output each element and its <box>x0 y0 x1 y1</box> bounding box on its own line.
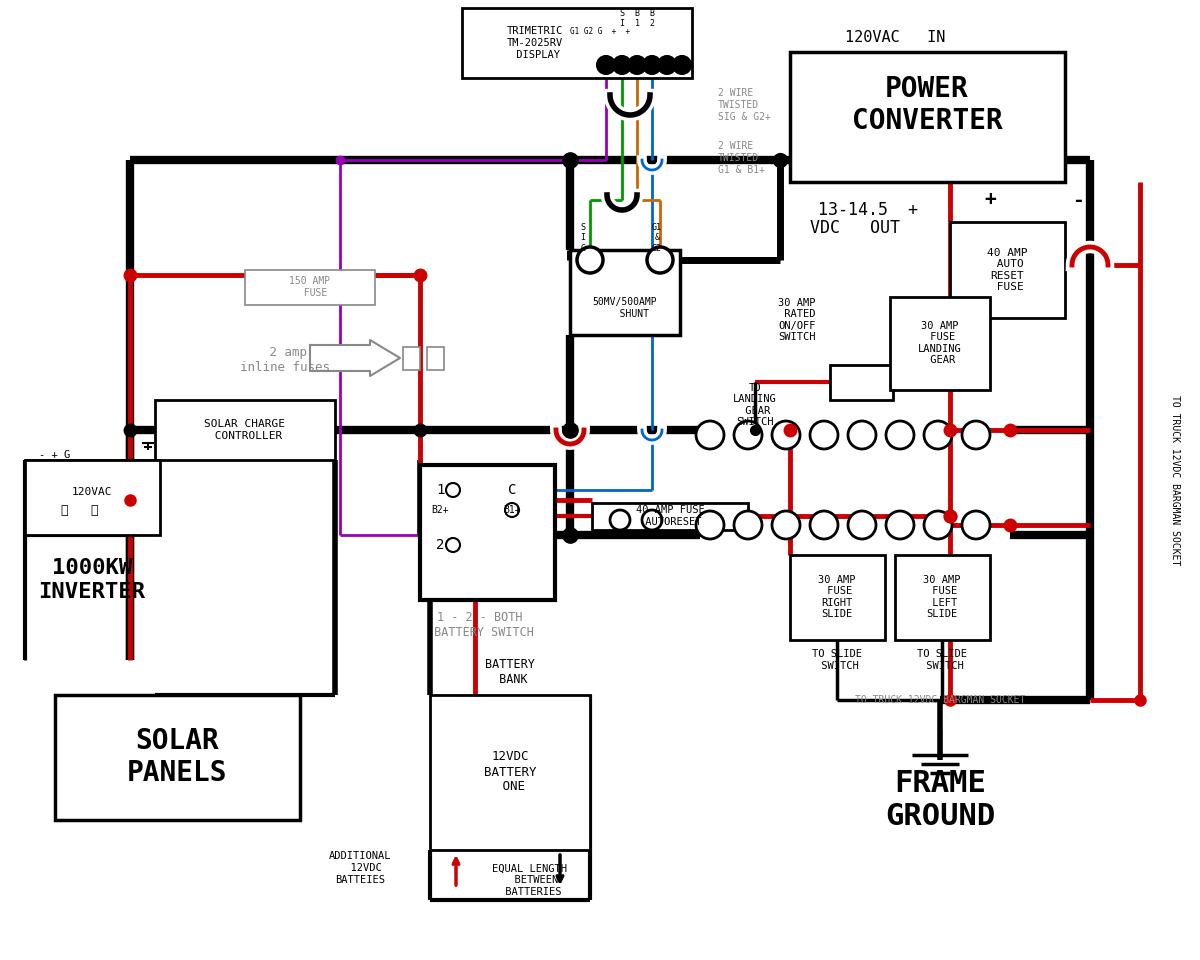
Bar <box>245 270 374 305</box>
Text: B2+: B2+ <box>431 505 449 515</box>
Polygon shape <box>310 340 400 376</box>
Bar <box>427 347 444 370</box>
Circle shape <box>610 510 630 530</box>
Bar <box>420 465 554 600</box>
Circle shape <box>810 511 838 539</box>
Text: G1
&
G2: G1 & G2 <box>652 223 662 252</box>
Bar <box>890 297 990 390</box>
Text: SOLAR
PANELS: SOLAR PANELS <box>127 727 227 787</box>
Circle shape <box>577 247 604 273</box>
Text: 50MV/500AMP
   SHUNT: 50MV/500AMP SHUNT <box>593 298 658 319</box>
Text: 1000KW
INVERTER: 1000KW INVERTER <box>38 559 145 602</box>
Text: VDC   OUT: VDC OUT <box>810 219 900 237</box>
Bar <box>790 555 886 640</box>
Bar <box>430 695 590 850</box>
Text: B1+: B1+ <box>503 505 521 515</box>
Text: 2 amp
inline fuses: 2 amp inline fuses <box>240 346 330 374</box>
Text: 1 - 2 - BOTH
 BATTERY SWITCH: 1 - 2 - BOTH BATTERY SWITCH <box>426 611 534 639</box>
Circle shape <box>505 503 520 517</box>
Circle shape <box>772 421 800 449</box>
Text: S
I
G: S I G <box>581 223 586 252</box>
Bar <box>950 222 1066 318</box>
Circle shape <box>696 421 724 449</box>
Text: 30 AMP
 FUSE
RIGHT
SLIDE: 30 AMP FUSE RIGHT SLIDE <box>818 575 856 619</box>
Text: 150 AMP
  FUSE: 150 AMP FUSE <box>289 276 330 298</box>
Circle shape <box>772 511 800 539</box>
Circle shape <box>924 421 952 449</box>
Text: ⬡   ⬡: ⬡ ⬡ <box>61 503 98 516</box>
Text: 30 AMP
 RATED
ON/OFF
SWITCH: 30 AMP RATED ON/OFF SWITCH <box>778 298 816 343</box>
Text: 12VDC
BATTERY
 ONE: 12VDC BATTERY ONE <box>484 751 536 794</box>
Text: POWER
CONVERTER: POWER CONVERTER <box>852 75 1002 135</box>
Text: FRAME
GROUND: FRAME GROUND <box>884 769 995 831</box>
Circle shape <box>848 511 876 539</box>
Circle shape <box>628 56 646 74</box>
Bar <box>895 555 990 640</box>
Text: TO
LANDING
 GEAR
SWITCH: TO LANDING GEAR SWITCH <box>733 383 776 427</box>
Text: 120VAC   IN: 120VAC IN <box>845 31 946 45</box>
Text: TO TRUCK 12VDC BARGMAN SOCKET: TO TRUCK 12VDC BARGMAN SOCKET <box>854 695 1025 705</box>
Circle shape <box>924 511 952 539</box>
Circle shape <box>734 511 762 539</box>
Text: 2 WIRE
TWISTED
SIG & G2+: 2 WIRE TWISTED SIG & G2+ <box>718 88 770 122</box>
Circle shape <box>810 421 838 449</box>
Circle shape <box>598 56 616 74</box>
Text: -: - <box>1072 190 1084 209</box>
Circle shape <box>446 538 460 552</box>
Circle shape <box>962 421 990 449</box>
Text: 120VAC: 120VAC <box>72 487 113 497</box>
Bar <box>592 503 748 530</box>
Bar <box>25 460 160 535</box>
Text: 2: 2 <box>436 538 444 552</box>
Text: G1 G2 G  +  +: G1 G2 G + + <box>570 28 630 36</box>
Circle shape <box>446 483 460 497</box>
Text: ADDITIONAL
  12VDC
BATTEIES: ADDITIONAL 12VDC BATTEIES <box>329 852 391 884</box>
Bar <box>830 365 893 400</box>
Text: 30 AMP
 FUSE
LANDING
 GEAR: 30 AMP FUSE LANDING GEAR <box>918 321 962 366</box>
Bar <box>570 250 680 335</box>
Circle shape <box>962 511 990 539</box>
Text: 2 WIRE
TWISTED
G1 & B1+: 2 WIRE TWISTED G1 & B1+ <box>718 141 766 175</box>
Circle shape <box>886 511 914 539</box>
Bar <box>403 347 420 370</box>
Circle shape <box>647 247 673 273</box>
Text: C: C <box>508 483 516 497</box>
Circle shape <box>643 56 661 74</box>
Bar <box>462 8 692 78</box>
Text: TO TRUCK 12VDC BARGMAN SOCKET: TO TRUCK 12VDC BARGMAN SOCKET <box>1170 395 1180 565</box>
Text: 40 AMP
 AUTO
RESET
 FUSE: 40 AMP AUTO RESET FUSE <box>986 248 1027 293</box>
Bar <box>790 52 1066 182</box>
Bar <box>55 695 300 820</box>
Text: +: + <box>984 190 996 209</box>
Text: TO SLIDE
 SWITCH: TO SLIDE SWITCH <box>812 649 862 671</box>
Circle shape <box>613 56 631 74</box>
Text: BATTERY
 BANK: BATTERY BANK <box>485 658 535 686</box>
Text: 30 AMP
 FUSE
 LEFT
SLIDE: 30 AMP FUSE LEFT SLIDE <box>923 575 961 619</box>
Bar <box>155 400 335 460</box>
Circle shape <box>886 421 914 449</box>
Text: I  1  2: I 1 2 <box>619 18 654 28</box>
Text: 40 AMP FUSE
 AUTORESET: 40 AMP FUSE AUTORESET <box>636 505 704 527</box>
Text: 13-14.5  +: 13-14.5 + <box>818 201 918 219</box>
Circle shape <box>696 511 724 539</box>
Text: EQUAL LENGTH
  BETWEEN
 BATTERIES: EQUAL LENGTH BETWEEN BATTERIES <box>492 863 568 897</box>
Text: - + G: - + G <box>40 450 71 460</box>
Circle shape <box>734 421 762 449</box>
Text: TO SLIDE
 SWITCH: TO SLIDE SWITCH <box>917 649 967 671</box>
Text: 1: 1 <box>436 483 444 497</box>
Circle shape <box>642 510 662 530</box>
Text: S  B  B: S B B <box>619 10 654 18</box>
Circle shape <box>848 421 876 449</box>
Text: SOLAR CHARGE
 CONTROLLER: SOLAR CHARGE CONTROLLER <box>204 420 286 441</box>
Circle shape <box>658 56 676 74</box>
Circle shape <box>673 56 691 74</box>
Text: TRIMETRIC
TM-2025RV
 DISPLAY: TRIMETRIC TM-2025RV DISPLAY <box>506 26 563 60</box>
